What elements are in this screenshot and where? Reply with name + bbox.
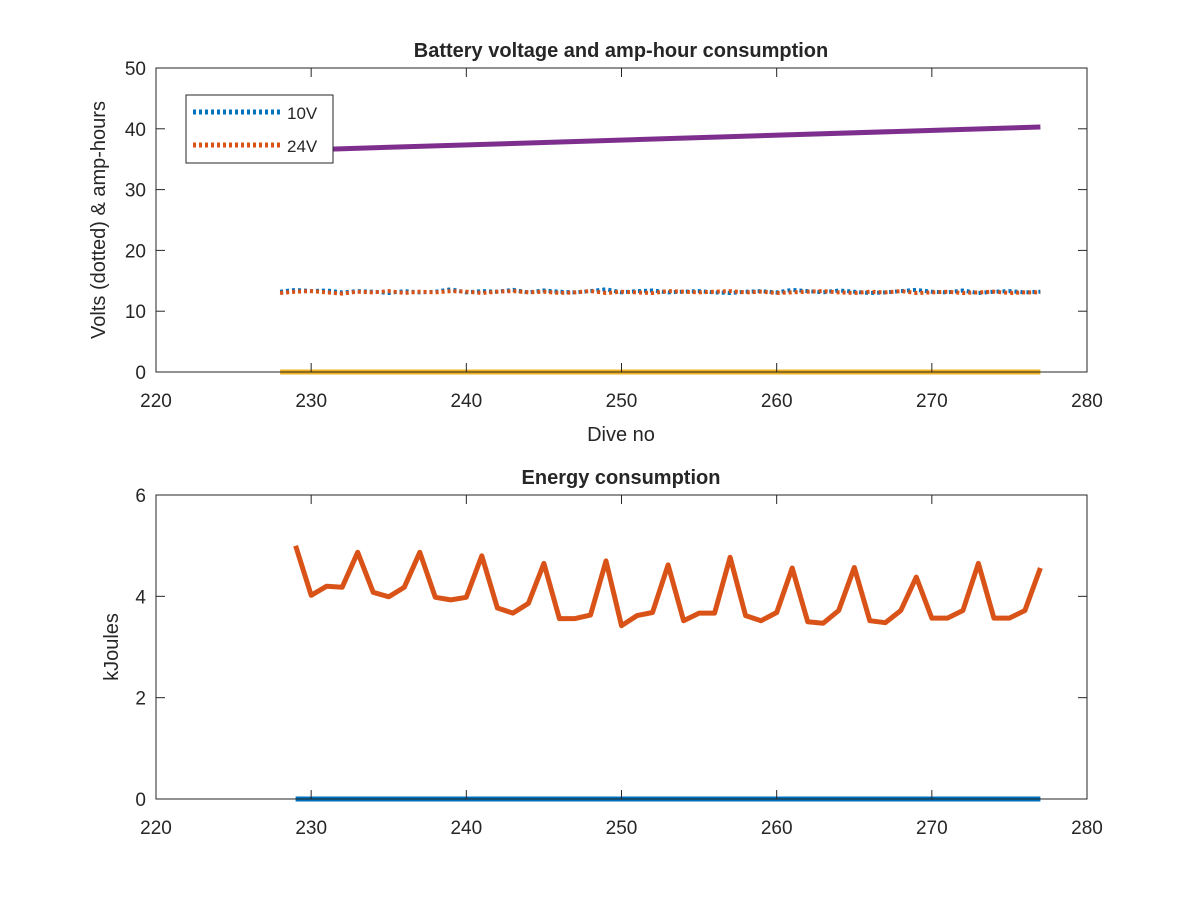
top-series-24v (279, 289, 1041, 296)
top-x-tick-label: 280 (1071, 391, 1103, 412)
top-y-tick-label: 0 (135, 363, 146, 384)
top-y-tick-label: 10 (125, 302, 146, 323)
top-series-line-2 (280, 124, 1041, 154)
top-x-tick-label: 250 (606, 391, 638, 412)
top-chart: 220 230 240 250 260 270 280 0 10 20 30 40 50 Battery… (88, 40, 1103, 446)
top-y-tick-label: 30 (125, 181, 146, 202)
bottom-ticks: 220 230 240 250 260 270 280 0 2 4 6 (135, 486, 1102, 839)
legend-box (185, 94, 334, 164)
top-y-tick-label: 40 (125, 120, 146, 141)
top-x-tick-label: 220 (140, 391, 172, 412)
bottom-y-tick-label: 2 (135, 689, 146, 710)
bottom-chart: 220 230 240 250 260 270 280 0 2 4 6 Energy consump… (101, 467, 1103, 839)
bottom-x-tick-label: 270 (916, 818, 948, 839)
top-x-tick-label: 270 (916, 391, 948, 412)
bottom-x-tick-label: 220 (140, 818, 172, 839)
top-ticks: 220 230 240 250 260 270 280 0 10 20 30 40 50 (125, 59, 1103, 412)
bottom-plot-area (156, 495, 1087, 799)
bottom-x-tick-label: 250 (606, 818, 638, 839)
bottom-x-tick-label: 240 (450, 818, 482, 839)
bottom-x-tick-label: 280 (1071, 818, 1103, 839)
bottom-x-tick-label: 260 (761, 818, 793, 839)
top-x-tick-label: 240 (450, 391, 482, 412)
bottom-y-tick-label: 4 (135, 587, 146, 608)
legend-label-10v: 10V (287, 104, 318, 123)
bottom-y-tick-label: 6 (135, 486, 146, 507)
bottom-series-line-0 (293, 544, 1043, 629)
bottom-chart-title: Energy consumption (522, 467, 721, 489)
top-chart-title: Battery voltage and amp-hour consumption (414, 40, 828, 62)
bottom-y-tick-label: 0 (135, 790, 146, 811)
top-x-tick-label: 260 (761, 391, 793, 412)
bottom-x-tick-label: 230 (295, 818, 327, 839)
top-y-tick-label: 50 (125, 59, 146, 80)
top-x-tick-label: 230 (295, 391, 327, 412)
top-x-axis-label: Dive no (587, 424, 655, 446)
top-y-axis-label: Volts (dotted) & amp-hours (88, 101, 110, 339)
top-y-tick-label: 20 (125, 241, 146, 262)
legend: 10V 24V (185, 94, 334, 164)
legend-label-24v: 24V (287, 137, 318, 156)
bottom-y-axis-label: kJoules (101, 613, 123, 681)
